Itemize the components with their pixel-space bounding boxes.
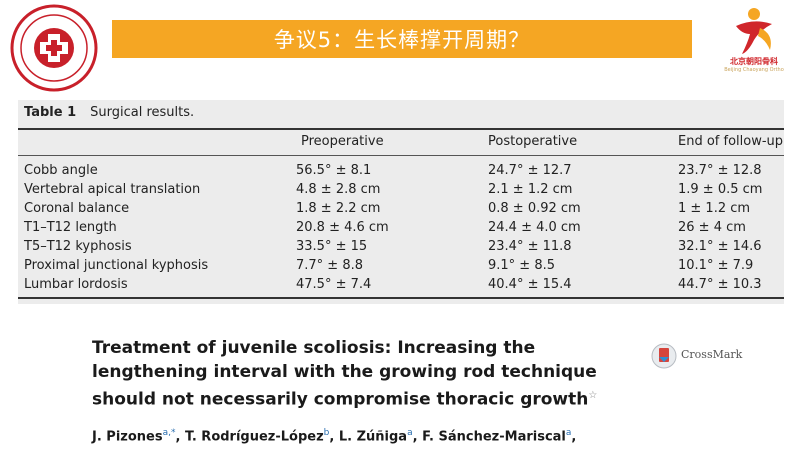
cell-postoperative: 24.7° ± 12.7 — [488, 163, 572, 178]
author-name: F. Sánchez-Mariscal — [422, 429, 566, 445]
crossmark-icon — [651, 343, 677, 369]
cell-end-of-follow-up: 32.1° ± 14.6 — [678, 239, 762, 254]
cell-postoperative: 9.1° ± 8.5 — [488, 258, 556, 273]
paper-title: Treatment of juvenile scoliosis: Increas… — [92, 336, 612, 412]
paper-title-line: should not necessarily compromise thorac… — [92, 384, 612, 412]
table-row: Lumbar lordosis 47.5° ± 7.4 40.4° ± 15.4… — [18, 277, 784, 296]
cell-postoperative: 23.4° ± 11.8 — [488, 239, 572, 254]
cell-preoperative: 47.5° ± 7.4 — [296, 277, 372, 292]
department-subname: Beijing Chaoyang Ortho — [724, 67, 784, 73]
table-caption-text: Surgical results. — [90, 105, 195, 120]
author-affiliation[interactable]: a,* — [162, 428, 176, 438]
paper-title-line: Treatment of juvenile scoliosis: Increas… — [92, 338, 536, 358]
cell-preoperative: 33.5° ± 15 — [296, 239, 368, 254]
crossmark-badge[interactable]: CrossMark — [651, 343, 771, 369]
row-label: Proximal junctional kyphosis — [24, 258, 209, 273]
table-header-rule — [18, 155, 784, 156]
table-label: Table 1 — [24, 105, 77, 120]
header-preoperative: Preoperative — [301, 134, 384, 149]
cell-end-of-follow-up: 1.9 ± 0.5 cm — [678, 182, 763, 197]
title-footnote-star: ☆ — [588, 390, 598, 401]
table-row: Cobb angle 56.5° ± 8.1 24.7° ± 12.7 23.7… — [18, 163, 784, 182]
table-row: T5–T12 kyphosis 33.5° ± 15 23.4° ± 11.8 … — [18, 239, 784, 258]
cell-end-of-follow-up: 10.1° ± 7.9 — [678, 258, 754, 273]
paper-title-line-text: should not necessarily compromise thorac… — [92, 389, 589, 410]
cell-preoperative: 1.8 ± 2.2 cm — [296, 201, 381, 216]
cell-postoperative: 40.4° ± 15.4 — [488, 277, 572, 292]
cell-preoperative: 4.8 ± 2.8 cm — [296, 182, 381, 197]
table-bottom-rule — [18, 297, 784, 299]
crossmark-label: CrossMark — [681, 348, 743, 361]
row-label: T5–T12 kyphosis — [24, 239, 132, 254]
cell-postoperative: 0.8 ± 0.92 cm — [488, 201, 581, 216]
surgical-results-table: Table 1 Surgical results. Preoperative Po… — [18, 100, 784, 304]
header-end-of-follow-up: End of follow-up — [678, 134, 784, 149]
row-label: Coronal balance — [24, 201, 130, 216]
cell-end-of-follow-up: 1 ± 1.2 cm — [678, 201, 751, 216]
department-name: 北京朝阳骨科 — [730, 57, 778, 66]
author-name: J. Pizones — [92, 429, 163, 445]
cell-preoperative: 7.7° ± 8.8 — [296, 258, 364, 273]
table-row: Proximal junctional kyphosis 7.7° ± 8.8 … — [18, 258, 784, 277]
cell-postoperative: 24.4 ± 4.0 cm — [488, 220, 581, 235]
cell-end-of-follow-up: 26 ± 4 cm — [678, 220, 746, 235]
header-postoperative: Postoperative — [488, 134, 578, 149]
paper-title-line: lengthening interval with the growing ro… — [92, 362, 597, 382]
cell-end-of-follow-up: 23.7° ± 12.8 — [678, 163, 762, 178]
table-row: Coronal balance 1.8 ± 2.2 cm 0.8 ± 0.92 … — [18, 201, 784, 220]
hospital-logo — [8, 2, 100, 94]
author-list: J. Pizonesa,*, T. Rodríguez-Lópezb, L. Z… — [92, 428, 577, 445]
row-label: T1–T12 length — [24, 220, 117, 235]
cell-preoperative: 56.5° ± 8.1 — [296, 163, 372, 178]
cell-end-of-follow-up: 44.7° ± 10.3 — [678, 277, 762, 292]
table-caption: Table 1 Surgical results. — [24, 105, 194, 120]
row-label: Vertebral apical translation — [24, 182, 201, 197]
cell-postoperative: 2.1 ± 1.2 cm — [488, 182, 573, 197]
table-row: Vertebral apical translation 4.8 ± 2.8 c… — [18, 182, 784, 201]
row-label: Cobb angle — [24, 163, 98, 178]
author-affiliation[interactable]: a — [565, 428, 572, 438]
author-affiliation[interactable]: b — [323, 428, 330, 438]
table-top-rule — [18, 128, 784, 130]
department-logo: 北京朝阳骨科 Beijing Chaoyang Ortho — [714, 4, 794, 78]
banner-title: 争议5：生长棒撑开周期？ — [273, 28, 531, 52]
author-affiliation[interactable]: a — [407, 428, 413, 438]
row-label: Lumbar lordosis — [24, 277, 128, 292]
title-banner: 争议5：生长棒撑开周期？ — [112, 20, 692, 58]
table-row: T1–T12 length 20.8 ± 4.6 cm 24.4 ± 4.0 c… — [18, 220, 784, 239]
author-name: L. Zúñiga — [338, 429, 408, 445]
cell-preoperative: 20.8 ± 4.6 cm — [296, 220, 389, 235]
author-name: T. Rodríguez-López — [184, 429, 324, 445]
